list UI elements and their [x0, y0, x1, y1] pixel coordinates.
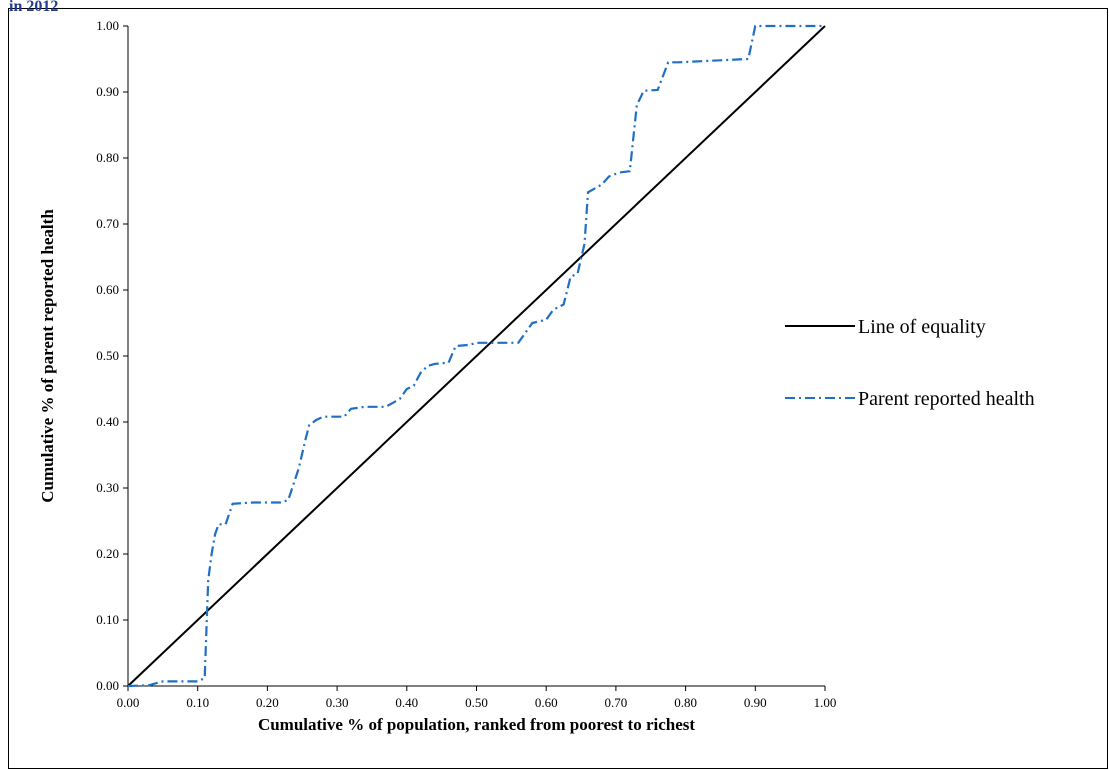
y-tick-label: 0.20: [96, 546, 119, 561]
y-tick-label: 0.10: [96, 612, 119, 627]
x-tick-label: 0.40: [395, 695, 418, 710]
header-fragment: in 2012: [9, 0, 59, 14]
x-tick-label: 0.20: [256, 695, 279, 710]
x-axis-title: Cumulative % of population, ranked from …: [258, 715, 695, 734]
y-tick-label: 0.60: [96, 282, 119, 297]
lorenz-chart: 0.00 0.10 0.20 0.30 0.40 0.50 0.60 0.70 0.80 0.90…: [38, 18, 1035, 734]
y-tick-label: 0.70: [96, 216, 119, 231]
x-tick-label: 0.00: [117, 695, 140, 710]
axes: 0.00 0.10 0.20 0.30 0.40 0.50 0.60 0.70 0.80 0.90…: [96, 18, 836, 710]
legend-label: Line of equality: [858, 316, 986, 338]
y-tick-label: 0.80: [96, 150, 119, 165]
y-tick-label: 0.90: [96, 84, 119, 99]
y-tick-label: 0.30: [96, 480, 119, 495]
x-tick-label: 0.50: [465, 695, 488, 710]
x-tick-label: 0.30: [326, 695, 349, 710]
y-tick-label: 0.00: [96, 678, 119, 693]
x-tick-label: 0.70: [605, 695, 628, 710]
y-tick-label: 0.50: [96, 348, 119, 363]
series-line-parent-health: [127, 24, 825, 688]
y-tick-label: 0.40: [96, 414, 119, 429]
y-tick-label: 1.00: [96, 18, 119, 33]
x-tick-label: 0.90: [744, 695, 767, 710]
x-tick-label: 0.80: [674, 695, 697, 710]
x-tick-label: 0.10: [186, 695, 209, 710]
x-tick-label: 0.60: [535, 695, 558, 710]
y-axis-title: Cumulative % of parent reported health: [38, 209, 57, 503]
chart-frame: in 2012 0.00 0.10 0.20 0.30 0.40 0.50 0.60 0.70…: [8, 0, 1108, 769]
series-line-equality: [127, 25, 826, 687]
legend: Line of equality Parent reported health: [785, 316, 1035, 410]
x-tick-label: 1.00: [814, 695, 837, 710]
legend-label: Parent reported health: [858, 388, 1035, 410]
series-layer: [127, 24, 826, 688]
